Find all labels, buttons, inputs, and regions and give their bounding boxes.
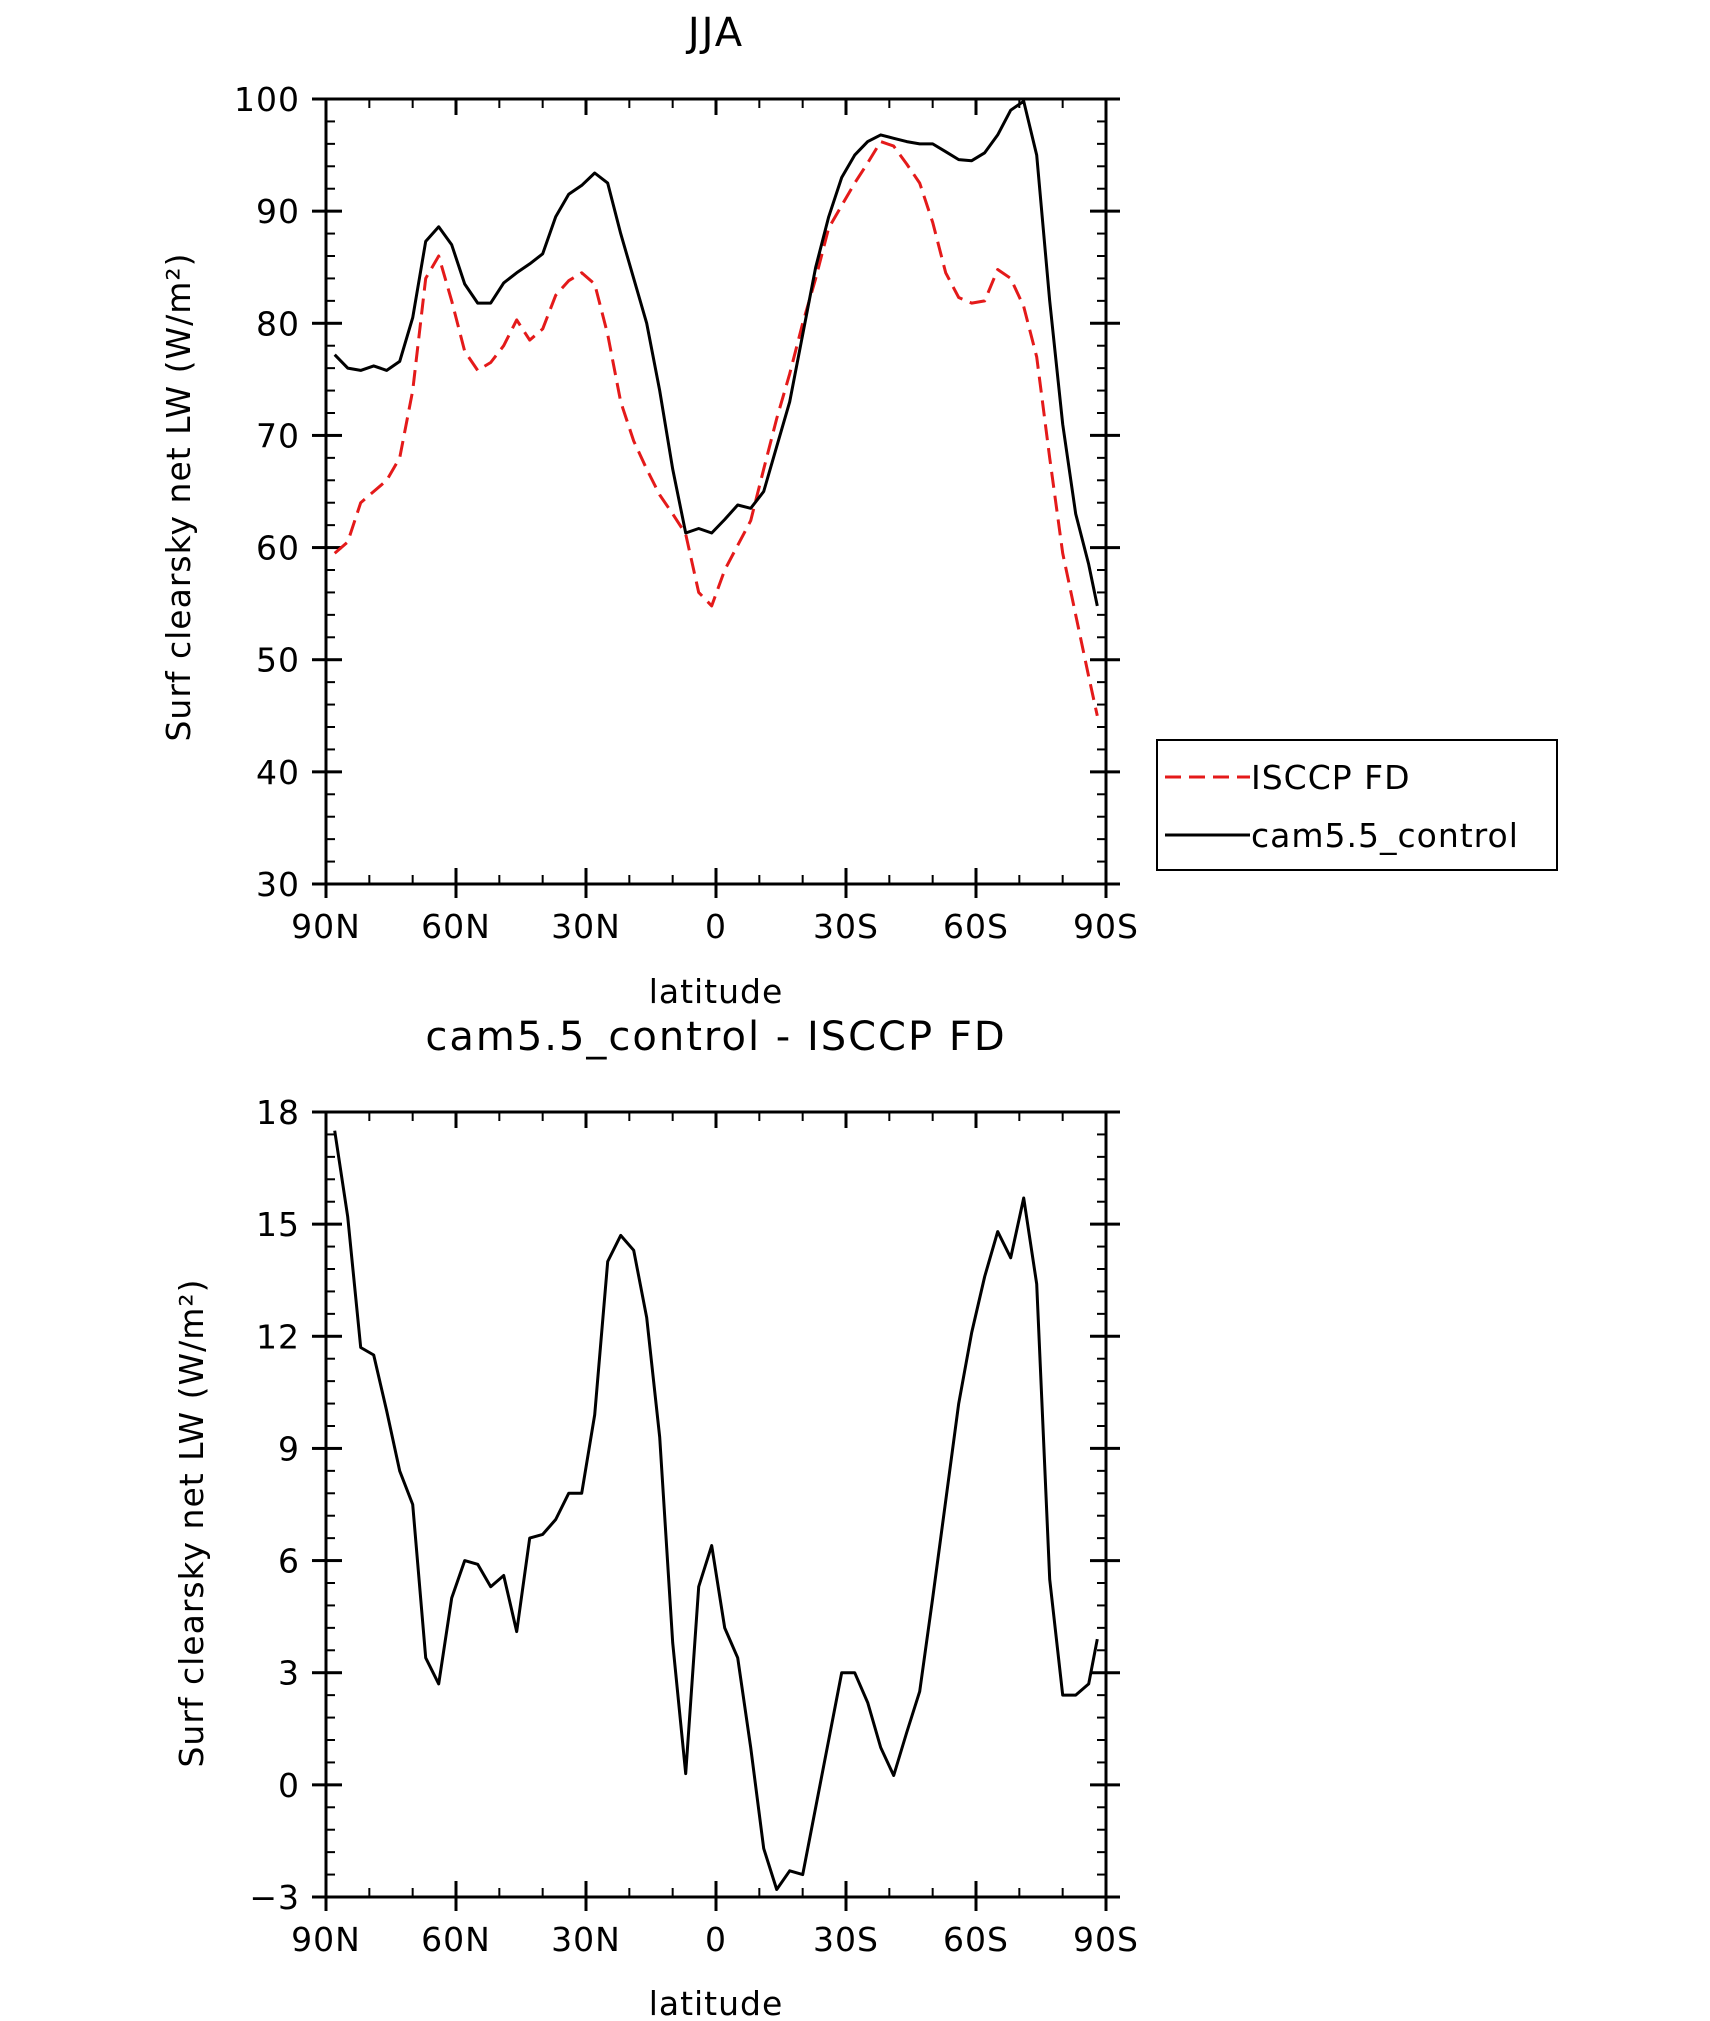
- bottom-chart-y-tick-label: 0: [278, 1766, 300, 1805]
- bottom-chart-plot-frame: [324, 1110, 1108, 1899]
- bottom-chart-x-axis-label: latitude: [649, 1984, 784, 2021]
- top-chart-title: JJA: [685, 10, 744, 56]
- bottom-chart-y-tick-label: 9: [278, 1429, 300, 1468]
- legend-label-cam5-5-control: cam5.5_control: [1251, 816, 1519, 855]
- top-chart-x-tick-label: 90N: [291, 907, 361, 946]
- top-chart-y-tick-label: 70: [256, 416, 300, 455]
- top-chart-y-tick-label: 90: [256, 192, 300, 231]
- top-chart-x-tick-label: 60S: [943, 907, 1009, 946]
- legend-box: [1156, 739, 1558, 871]
- top-chart-y-tick-label: 100: [234, 80, 300, 119]
- legend-label-isccp-fd: ISCCP FD: [1251, 758, 1411, 797]
- bottom-chart-y-tick-label: −3: [249, 1878, 300, 1917]
- top-chart-x-tick-label: 0: [705, 907, 727, 946]
- top-chart-y-tick-label: 50: [256, 641, 300, 680]
- bottom-chart-y-tick-label: 12: [256, 1317, 300, 1356]
- top-chart-x-axis-label: latitude: [649, 972, 784, 1011]
- bottom-chart-x-tick-label: 60S: [943, 1920, 1009, 1959]
- bottom-chart-ticks: 90N 60N 30N 0 30S 60S 90S −3 0 3 6 9 12 15 18: [249, 1093, 1139, 1959]
- top-chart-plot-frame: [324, 97, 1108, 886]
- top-chart-x-tick-label: 30S: [813, 907, 879, 946]
- top-chart-series-line-isccp-fd: [333, 140, 1099, 717]
- top-chart-y-axis-label: Surf clearsky net LW (W/m²): [159, 252, 198, 741]
- bottom-chart-x-tick-label: 30N: [551, 1920, 621, 1959]
- bottom-chart-y-tick-label: 15: [256, 1205, 300, 1244]
- top-chart-y-tick-label: 30: [256, 865, 300, 904]
- bottom-chart-y-tick-label: 3: [278, 1654, 300, 1693]
- bottom-chart-panel: cam5.5_control - ISCCP FD Surf clearsky …: [172, 1014, 1139, 2021]
- bottom-chart-y-axis-label: Surf clearsky net LW (W/m²): [172, 1278, 211, 1767]
- bottom-chart-x-tick-label: 60N: [421, 1920, 491, 1959]
- top-chart-x-tick-label: 30N: [551, 907, 621, 946]
- top-chart-x-tick-label: 60N: [421, 907, 491, 946]
- bottom-chart-x-tick-label: 30S: [813, 1920, 879, 1959]
- top-chart-series-line-cam5-5-control: [333, 99, 1099, 607]
- bottom-chart-x-tick-label: 90S: [1073, 1920, 1139, 1959]
- bottom-chart-x-tick-label: 0: [705, 1920, 727, 1959]
- bottom-chart-series-line-0: [333, 1130, 1099, 1891]
- top-chart-panel: JJA Surf clearsky net LW (W/m²) latitude…: [159, 10, 1558, 1011]
- top-chart-y-tick-label: 80: [256, 304, 300, 343]
- bottom-chart-series: [333, 1130, 1099, 1891]
- top-chart-ticks: 90N 60N 30N 0 30S 60S 90S 30 40 50 60 70 80 90 100: [234, 80, 1139, 946]
- top-chart-y-tick-label: 60: [256, 529, 300, 568]
- bottom-chart-title: cam5.5_control - ISCCP FD: [425, 1014, 1006, 1060]
- top-chart-x-tick-label: 90S: [1073, 907, 1139, 946]
- bottom-chart-y-tick-label: 6: [278, 1542, 300, 1581]
- top-chart-series: [333, 99, 1099, 717]
- bottom-chart-x-tick-label: 90N: [291, 1920, 361, 1959]
- top-chart-y-tick-label: 40: [256, 753, 300, 792]
- top-chart-legend: ISCCP FD cam5.5_control: [1156, 739, 1558, 871]
- bottom-chart-y-tick-label: 18: [256, 1093, 300, 1132]
